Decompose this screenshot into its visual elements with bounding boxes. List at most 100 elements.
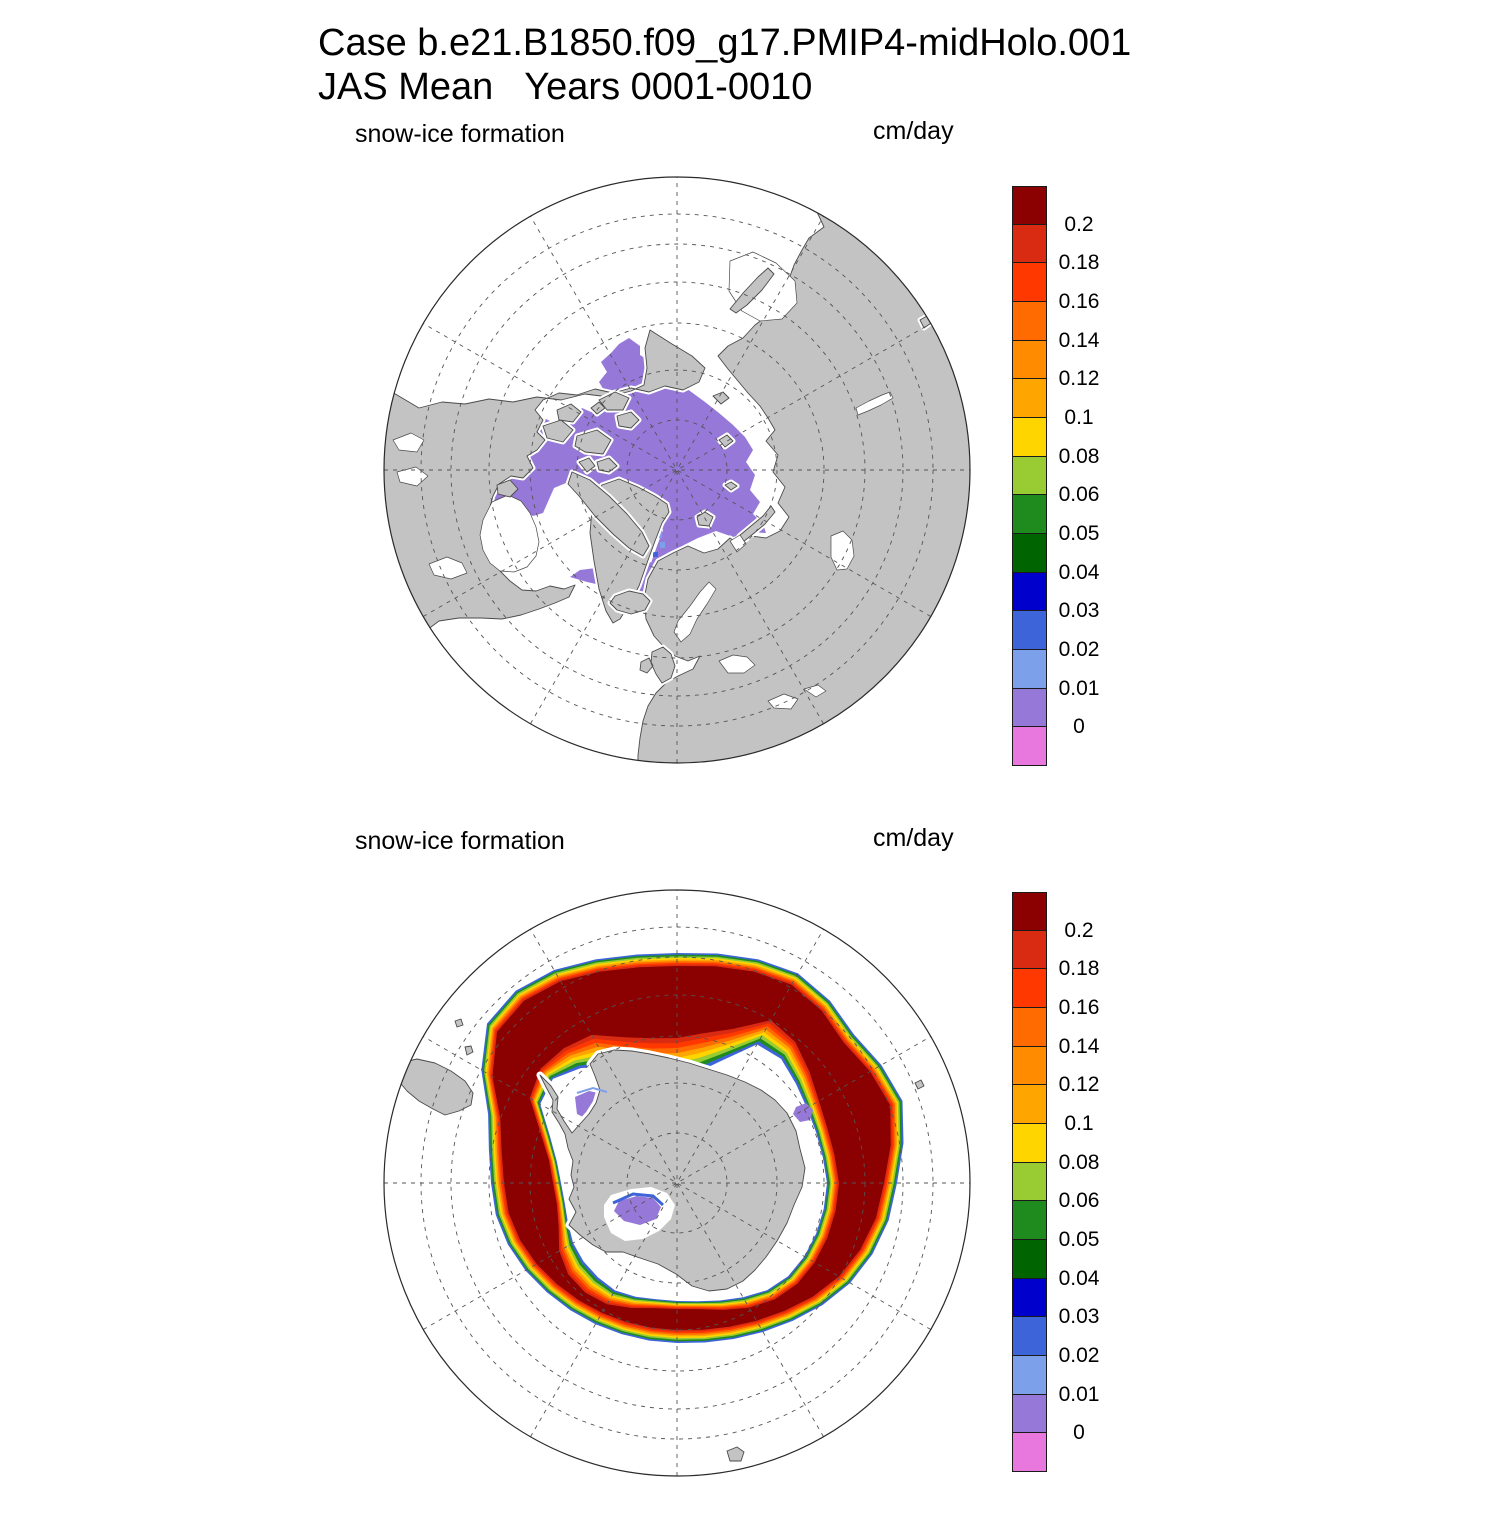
ross-ice-blue-fringe <box>612 1192 665 1207</box>
arctic-map <box>383 176 971 764</box>
colorbar-tick-label: 0.05 <box>1058 1228 1100 1251</box>
arctic-graticule <box>384 177 970 763</box>
meridian-line <box>530 929 824 1437</box>
arctic-map-content <box>384 177 970 763</box>
colorbar-cell <box>1012 969 1047 1008</box>
colorbar-tick-label: 0.04 <box>1058 560 1100 584</box>
meridian-line <box>530 216 824 724</box>
north-field-label: snow-ice formation <box>355 120 565 148</box>
colorbar-cell <box>1012 301 1047 341</box>
arctic-map-border <box>383 176 971 764</box>
colorbar-cell <box>1012 340 1047 380</box>
colorbar-tick-label: 0.01 <box>1058 1382 1100 1406</box>
meridian-line <box>423 1036 931 1330</box>
arctic-inland-seas-layer <box>392 251 894 710</box>
colorbar-tick-label: 0.12 <box>1058 1073 1100 1097</box>
colorbar-tick-label: 0.1 <box>1064 406 1094 429</box>
antarctic-snow-ice-ring <box>481 953 904 1343</box>
colorbar-tick-label: 0.01 <box>1058 676 1100 700</box>
colorbar-tick-label: 0.04 <box>1058 1266 1100 1290</box>
colorbar-tick-label: 0.12 <box>1058 367 1100 391</box>
colorbar-cell <box>1012 1007 1047 1047</box>
ice-speck-blue <box>653 552 658 557</box>
colorbar-cell <box>1012 572 1047 612</box>
colorbar-cell <box>1012 892 1047 931</box>
colorbar-tick-label: 0.08 <box>1058 1150 1100 1174</box>
antarctic-map-content <box>384 890 970 1476</box>
colorbar-tick-label: 0.2 <box>1064 212 1094 236</box>
meridian-line <box>423 323 931 617</box>
colorbar-cell <box>1012 224 1047 264</box>
colorbar-tick-label: 0.18 <box>1058 957 1100 981</box>
colorbar-tick-label: 0.02 <box>1058 1344 1100 1367</box>
colorbar-cell <box>1012 688 1047 728</box>
colorbar-tick-label: 0.14 <box>1058 328 1100 352</box>
colorbar-tick-label: 0.08 <box>1058 444 1100 468</box>
meridian-line <box>423 1036 931 1330</box>
white-sea <box>729 534 747 553</box>
colorbar-cell <box>1012 930 1047 970</box>
colorbar-cell <box>1012 1046 1047 1086</box>
colorbar-cell <box>1012 495 1047 534</box>
mediterranean-bays <box>767 684 827 710</box>
meridian-line <box>530 929 824 1437</box>
colorbar-cell <box>1012 456 1047 496</box>
baltic-sea <box>673 581 717 643</box>
colorbar-cell <box>1012 379 1047 418</box>
colorbar-tick-label: 0.02 <box>1058 638 1100 661</box>
north-units-label: cm/day <box>873 117 954 145</box>
colorbar-tick-label: 0.16 <box>1058 290 1100 313</box>
colorbar-cell <box>1012 1317 1047 1356</box>
great-slave-lake <box>396 466 429 487</box>
ring-contour-band <box>488 961 896 1335</box>
colorbar-tick-label: 0.03 <box>1058 599 1100 623</box>
colorbar-tick-label: 0.18 <box>1058 251 1100 275</box>
colorbar-cell <box>1012 1394 1047 1434</box>
black-sea <box>718 654 756 674</box>
meridian-line <box>530 216 824 724</box>
south-field-label: snow-ice formation <box>355 827 565 855</box>
colorbar-cell <box>1012 727 1047 766</box>
colorbar-cell <box>1012 417 1047 457</box>
meridian-line <box>423 323 931 617</box>
season-years-subtitle: JAS Mean Years 0001-0010 <box>318 66 813 108</box>
north-colorbar <box>1012 186 1047 766</box>
ross-coastal-ice <box>614 1196 661 1225</box>
antarctic-embayments-layer <box>576 1086 675 1241</box>
colorbar-cell <box>1012 263 1047 302</box>
colorbar-cell <box>1012 186 1047 225</box>
colorbar-tick-label: 0 <box>1073 1421 1085 1445</box>
colorbar-tick-label: 0.06 <box>1058 483 1100 507</box>
colorbar-tick-label: 0.14 <box>1058 1034 1100 1058</box>
south-units-label: cm/day <box>873 824 954 852</box>
colorbar-cell <box>1012 1201 1047 1240</box>
south-colorbar <box>1012 892 1047 1472</box>
antarctic-map-border <box>383 889 971 1477</box>
colorbar-cell <box>1012 1278 1047 1318</box>
colorbar-tick-label: 0.06 <box>1058 1189 1100 1213</box>
antarctic-map <box>383 889 971 1477</box>
colorbar-cell <box>1012 533 1047 573</box>
case-title: Case b.e21.B1850.f09_g17.PMIP4-midHolo.0… <box>318 22 1132 64</box>
southampton-island <box>496 479 519 498</box>
sakhalin-island <box>729 267 775 314</box>
lake-baikal <box>855 391 894 416</box>
hudson-bay <box>479 494 540 573</box>
antarctic-graticule <box>384 890 970 1476</box>
colorbar-cell <box>1012 1085 1047 1124</box>
colorbar-tick-label: 0 <box>1073 715 1085 739</box>
colorbar-cell <box>1012 1162 1047 1202</box>
colorbar-tick-label: 0.05 <box>1058 522 1100 545</box>
colorbar-cell <box>1012 1433 1047 1472</box>
weddell-ice-blue-fringe <box>576 1086 608 1094</box>
ice-speck-light-blue <box>660 542 665 548</box>
caspian-sea <box>830 530 855 571</box>
colorbar-cell <box>1012 1239 1047 1279</box>
arctic-ice-main <box>474 338 766 608</box>
colorbar-tick-label: 0.03 <box>1058 1305 1100 1329</box>
ring-contour-band <box>492 966 891 1330</box>
colorbar-cell <box>1012 1123 1047 1163</box>
great-lakes <box>428 556 468 580</box>
colorbar-cell <box>1012 649 1047 689</box>
